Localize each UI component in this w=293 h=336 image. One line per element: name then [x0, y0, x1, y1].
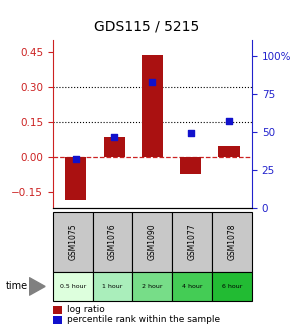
Text: 2 hour: 2 hour — [142, 284, 163, 289]
Point — [150, 79, 155, 84]
Polygon shape — [29, 278, 45, 295]
Text: percentile rank within the sample: percentile rank within the sample — [67, 316, 221, 324]
Bar — [65, 157, 86, 200]
Text: log ratio: log ratio — [67, 305, 105, 314]
Bar — [103, 137, 125, 157]
Point — [227, 119, 231, 124]
Text: GSM1075: GSM1075 — [68, 223, 77, 260]
Text: GDS115 / 5215: GDS115 / 5215 — [94, 20, 199, 34]
Point — [73, 157, 78, 162]
Point — [188, 131, 193, 136]
Text: GSM1078: GSM1078 — [228, 224, 236, 260]
Text: GSM1076: GSM1076 — [108, 223, 117, 260]
Text: time: time — [6, 282, 28, 291]
Text: GSM1077: GSM1077 — [188, 223, 197, 260]
Text: 4 hour: 4 hour — [182, 284, 202, 289]
Point — [112, 134, 116, 139]
Text: 6 hour: 6 hour — [222, 284, 242, 289]
Bar — [180, 157, 201, 174]
Bar — [219, 146, 240, 157]
Bar — [142, 55, 163, 157]
Text: 0.5 hour: 0.5 hour — [59, 284, 86, 289]
Text: GSM1090: GSM1090 — [148, 223, 157, 260]
Text: 1 hour: 1 hour — [102, 284, 123, 289]
